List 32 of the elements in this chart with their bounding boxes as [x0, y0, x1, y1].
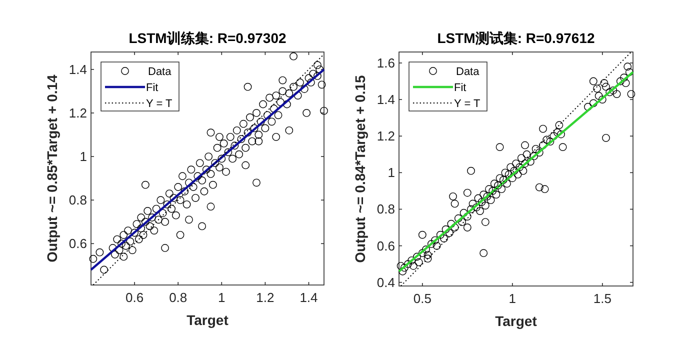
x-tick-label: 1.4	[300, 290, 318, 305]
y-axis-title: Output ~= 0.85*Target + 0.14	[44, 74, 60, 262]
x-tick-label: 0.6	[126, 290, 144, 305]
chart-title: LSTM训练集: R=0.97302	[128, 30, 286, 46]
y-tick-label: 1	[80, 149, 87, 164]
x-tick-label: 0.5	[413, 291, 432, 306]
y-tick-label: 1.6	[376, 55, 395, 70]
x-tick-label: 1.2	[256, 290, 274, 305]
legend-label: Data	[456, 66, 480, 78]
y-tick-label: 1.2	[376, 128, 395, 144]
legend-label: Data	[148, 66, 172, 78]
x-tick-label: 1	[218, 290, 226, 305]
x-tick-label: 0.8	[169, 290, 188, 305]
y-tick-label: 1.4	[68, 62, 87, 77]
legend-label: Y = T	[146, 98, 172, 110]
legend-label: Fit	[454, 82, 466, 94]
x-tick-label: 1.5	[593, 291, 612, 306]
y-tick-label: 0.8	[68, 192, 87, 208]
y-tick-label: 0.6	[68, 236, 87, 252]
legend-label: Fit	[146, 82, 158, 94]
x-tick-label: 1	[508, 291, 516, 306]
x-axis-title: Target	[495, 313, 538, 329]
y-tick-label: 0.6	[376, 238, 395, 254]
chart-title: LSTM测试集: R=0.97612	[437, 30, 595, 46]
x-axis-title: Target	[186, 312, 229, 328]
y-tick-label: 0.4	[376, 274, 395, 290]
y-tick-label: 1.4	[376, 92, 395, 108]
y-axis-title: Output ~= 0.84*Target + 0.15	[352, 74, 368, 263]
y-tick-label: 1	[388, 165, 395, 180]
y-tick-label: 0.8	[376, 202, 395, 217]
y-tick-label: 1.2	[68, 105, 87, 120]
legend-label: Y = T	[454, 98, 480, 110]
